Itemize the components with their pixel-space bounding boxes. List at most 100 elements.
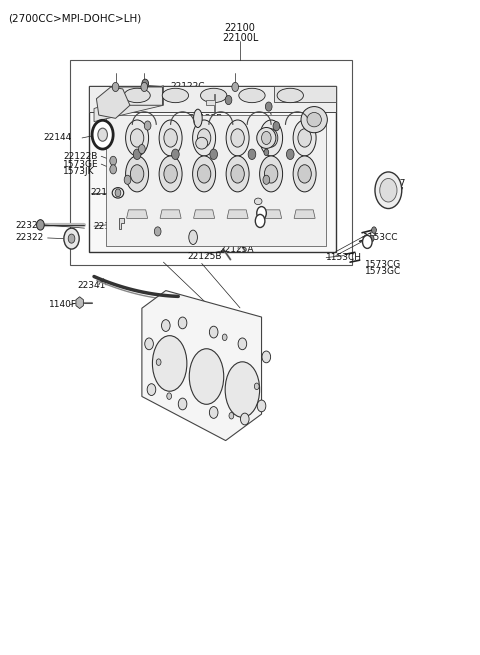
- Circle shape: [92, 121, 113, 149]
- Circle shape: [265, 102, 272, 111]
- Text: 22322: 22322: [15, 233, 43, 242]
- Text: 22122C: 22122C: [170, 83, 205, 92]
- Polygon shape: [76, 297, 84, 309]
- Polygon shape: [294, 210, 315, 218]
- Polygon shape: [261, 210, 282, 218]
- Ellipse shape: [196, 138, 208, 149]
- Circle shape: [131, 129, 144, 147]
- Ellipse shape: [126, 120, 149, 156]
- Text: 22321: 22321: [15, 221, 43, 230]
- Polygon shape: [89, 86, 336, 252]
- Circle shape: [209, 326, 218, 338]
- Polygon shape: [206, 94, 215, 112]
- Circle shape: [372, 227, 376, 233]
- Ellipse shape: [260, 120, 283, 156]
- Circle shape: [209, 407, 218, 419]
- Circle shape: [144, 121, 151, 130]
- Polygon shape: [94, 86, 163, 122]
- Polygon shape: [160, 210, 181, 218]
- Ellipse shape: [260, 156, 283, 192]
- Circle shape: [257, 400, 266, 412]
- Circle shape: [167, 393, 171, 400]
- Ellipse shape: [293, 156, 316, 192]
- Text: 1573CG: 1573CG: [365, 259, 402, 269]
- Circle shape: [255, 214, 265, 227]
- Text: 22125A: 22125A: [219, 244, 253, 253]
- Text: 22124B: 22124B: [277, 141, 312, 150]
- Circle shape: [155, 227, 161, 236]
- Text: 22125B: 22125B: [187, 252, 222, 261]
- Circle shape: [139, 145, 145, 154]
- Circle shape: [298, 129, 312, 147]
- Circle shape: [115, 189, 121, 196]
- Ellipse shape: [159, 120, 182, 156]
- Circle shape: [264, 129, 278, 147]
- Ellipse shape: [201, 88, 227, 103]
- Circle shape: [141, 83, 148, 92]
- Ellipse shape: [159, 156, 182, 192]
- Ellipse shape: [301, 107, 327, 133]
- Circle shape: [225, 96, 232, 105]
- Text: 22144: 22144: [44, 134, 72, 142]
- Ellipse shape: [277, 88, 303, 103]
- Circle shape: [156, 359, 161, 365]
- Circle shape: [375, 172, 402, 208]
- Polygon shape: [96, 87, 130, 119]
- Polygon shape: [274, 86, 336, 102]
- Circle shape: [164, 129, 177, 147]
- Text: 22115A: 22115A: [167, 236, 202, 246]
- Circle shape: [229, 413, 234, 419]
- Circle shape: [262, 132, 271, 145]
- Polygon shape: [142, 291, 262, 441]
- Polygon shape: [106, 115, 326, 246]
- Text: 1153CH: 1153CH: [326, 253, 362, 262]
- Text: 1573GC: 1573GC: [365, 267, 402, 276]
- Circle shape: [178, 398, 187, 410]
- Circle shape: [287, 149, 294, 160]
- Circle shape: [112, 83, 119, 92]
- Circle shape: [36, 219, 44, 230]
- Text: 22114A: 22114A: [206, 143, 241, 152]
- Text: 22100: 22100: [225, 24, 255, 33]
- Circle shape: [262, 351, 271, 363]
- Text: 22100L: 22100L: [222, 33, 258, 43]
- Text: 1571TA: 1571TA: [131, 124, 165, 133]
- Ellipse shape: [239, 88, 265, 103]
- Ellipse shape: [189, 348, 224, 404]
- Circle shape: [64, 228, 79, 249]
- Circle shape: [231, 129, 244, 147]
- Ellipse shape: [124, 88, 150, 103]
- Polygon shape: [89, 86, 336, 112]
- Circle shape: [273, 122, 280, 131]
- Text: 22135: 22135: [120, 143, 148, 151]
- Text: 1571TA: 1571TA: [276, 177, 309, 185]
- Polygon shape: [108, 87, 162, 105]
- Circle shape: [210, 149, 217, 160]
- Circle shape: [124, 175, 131, 184]
- Circle shape: [98, 128, 108, 141]
- Ellipse shape: [254, 198, 262, 204]
- Circle shape: [240, 413, 249, 425]
- Circle shape: [362, 235, 372, 248]
- Ellipse shape: [192, 120, 216, 156]
- Text: 22122B: 22122B: [189, 114, 223, 123]
- Text: 22133: 22133: [206, 121, 235, 130]
- Circle shape: [68, 234, 75, 243]
- Circle shape: [133, 149, 141, 160]
- Text: 1571TA: 1571TA: [111, 176, 144, 184]
- Polygon shape: [227, 210, 248, 218]
- Text: 1573GE: 1573GE: [63, 160, 98, 168]
- Text: 1573BG: 1573BG: [240, 96, 276, 105]
- Ellipse shape: [226, 120, 249, 156]
- Text: 22341: 22341: [77, 280, 106, 290]
- Circle shape: [238, 338, 247, 350]
- Ellipse shape: [293, 120, 316, 156]
- Circle shape: [264, 165, 278, 183]
- Ellipse shape: [257, 128, 276, 149]
- Circle shape: [248, 149, 256, 160]
- Text: 22112A: 22112A: [267, 218, 301, 227]
- Text: 1573GB: 1573GB: [240, 104, 276, 113]
- Circle shape: [369, 235, 374, 242]
- Ellipse shape: [162, 88, 189, 103]
- Text: 22122B: 22122B: [63, 152, 97, 160]
